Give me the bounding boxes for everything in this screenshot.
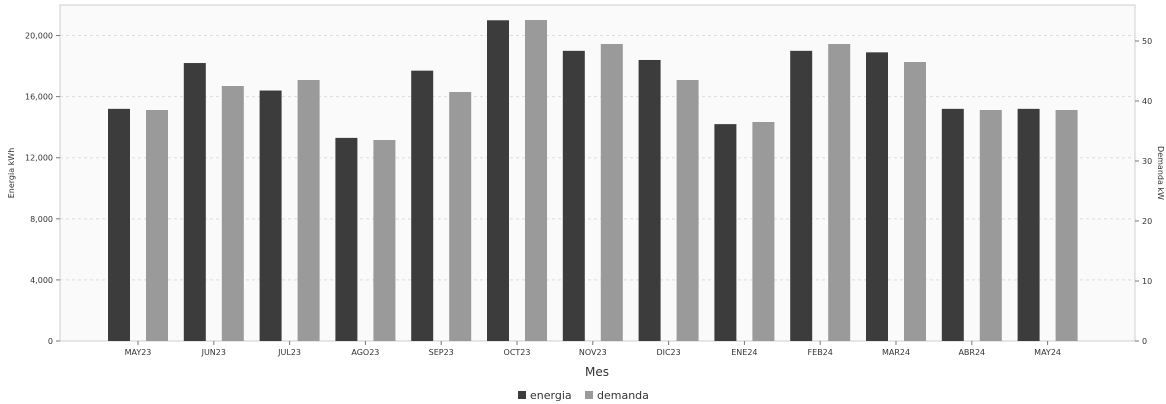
bar-energia — [183, 63, 206, 341]
x-axis-title: Mes — [585, 365, 609, 379]
y-left-tick-label: 4,000 — [30, 276, 53, 285]
bar-demanda — [373, 140, 396, 341]
left-axis-ticks: 0 4,000 8,000 12,000 16,000 20,000 — [25, 32, 60, 346]
x-tick-label: DIC23 — [656, 348, 680, 357]
bar-demanda — [676, 80, 699, 341]
bar-demanda — [904, 62, 926, 341]
legend: energia demanda — [518, 389, 649, 402]
bar-demanda — [221, 86, 244, 341]
bar-energia — [411, 70, 434, 341]
x-tick-label: JUN23 — [201, 348, 226, 357]
bar-energia — [1017, 108, 1040, 341]
bar-energia — [335, 137, 358, 341]
x-tick-label: AGO23 — [351, 348, 379, 357]
x-tick-label: ENE24 — [731, 348, 757, 357]
bar-energia — [790, 50, 813, 342]
bar-energia — [562, 50, 585, 342]
y-right-tick-label: 20 — [1142, 217, 1152, 226]
x-tick-label: ABR24 — [958, 348, 985, 357]
legend-swatch-energia — [518, 391, 526, 399]
y-left-tick-label: 8,000 — [30, 215, 53, 224]
x-tick-label: MAR24 — [882, 348, 910, 357]
x-tick-label: OCT23 — [504, 348, 531, 357]
bar-demanda — [752, 122, 775, 341]
x-tick-label: SEP23 — [429, 348, 454, 357]
x-axis-ticks: MAY23 JUN23 JUL23 AGO23 SEP23 OCT23 NOV23 DIC23… — [125, 341, 1061, 357]
bars — [108, 20, 1078, 342]
y-axis-right-title: Demanda kW — [1156, 146, 1165, 200]
bar-demanda — [146, 110, 168, 341]
y-right-tick-label: 50 — [1142, 37, 1152, 46]
y-right-tick-label: 0 — [1142, 337, 1147, 346]
y-right-tick-label: 40 — [1142, 97, 1152, 106]
bar-energia — [941, 108, 964, 341]
plot-area — [59, 4, 1136, 342]
bar-demanda — [525, 20, 547, 341]
bar-demanda — [828, 44, 851, 341]
bar-demanda — [1055, 110, 1078, 341]
x-tick-label: NOV23 — [579, 348, 607, 357]
bar-energia — [638, 59, 661, 342]
bar-demanda — [600, 44, 623, 341]
bar-demanda — [297, 80, 320, 341]
y-left-tick-label: 16,000 — [25, 93, 53, 102]
y-left-tick-label: 20,000 — [25, 32, 53, 41]
y-left-tick-label: 12,000 — [25, 154, 53, 163]
x-tick-label: MAY23 — [125, 348, 152, 357]
x-tick-label: MAY24 — [1034, 348, 1061, 357]
y-axis-left-title: Energia kWh — [7, 148, 16, 199]
legend-label-demanda: demanda — [597, 389, 649, 402]
legend-swatch-demanda — [585, 391, 593, 399]
bar-energia — [108, 108, 130, 341]
bar-energia — [487, 20, 509, 341]
right-axis-ticks: 0 10 20 30 40 50 — [1135, 37, 1152, 346]
x-tick-label: JUL23 — [277, 348, 301, 357]
bar-demanda — [449, 92, 472, 341]
x-tick-label: FEB24 — [808, 348, 833, 357]
y-right-tick-label: 30 — [1142, 157, 1152, 166]
y-right-tick-label: 10 — [1142, 277, 1152, 286]
bar-energia — [714, 124, 737, 341]
legend-label-energia: energia — [530, 389, 572, 402]
y-left-tick-label: 0 — [48, 337, 53, 346]
bar-energia — [259, 90, 282, 341]
bar-demanda — [979, 110, 1002, 341]
bar-energia — [866, 52, 888, 341]
